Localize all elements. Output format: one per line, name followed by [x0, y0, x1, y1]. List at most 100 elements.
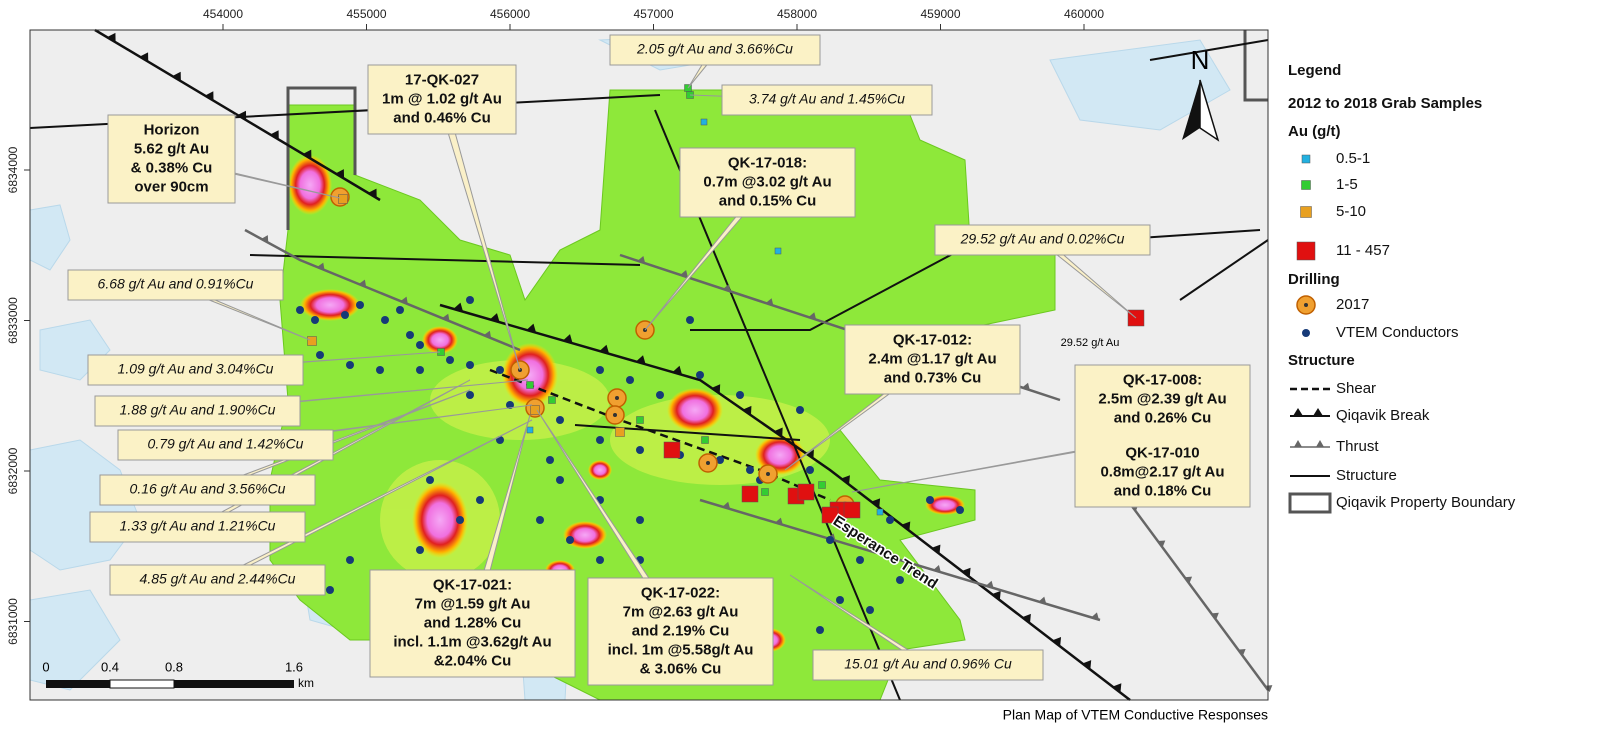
legend-label: 0.5-1 — [1336, 150, 1370, 167]
fault-tooth — [172, 71, 181, 82]
vtem-conductor — [866, 606, 874, 614]
vtem-conductor — [536, 516, 544, 524]
structure-line — [249, 254, 641, 266]
vtem-conductor — [466, 296, 474, 304]
vtem-conductor — [476, 496, 484, 504]
callout-text: 7m @1.59 g/t Au — [415, 595, 531, 612]
grab-sample — [700, 118, 708, 126]
legend-symbol — [1294, 440, 1324, 447]
callout-box — [369, 569, 576, 678]
legend-symbol — [1300, 206, 1312, 218]
vtem-conductor — [341, 311, 349, 319]
callout-text: 6.68 g/t Au and 0.91%Cu — [98, 276, 254, 292]
legend-symbol — [1296, 241, 1316, 261]
fault-tooth — [901, 521, 911, 531]
callout-text: 15.01 g/t Au and 0.96% Cu — [844, 656, 1012, 672]
grab-sample — [818, 481, 826, 489]
vtem-conductor — [806, 466, 814, 474]
fault-tooth — [723, 284, 731, 292]
fault-tooth — [1022, 382, 1030, 391]
fault-tooth — [489, 313, 500, 323]
grab-sample — [741, 485, 759, 503]
fault-tooth — [933, 564, 941, 573]
fault-tooth — [1211, 612, 1219, 620]
legend-label: Structure — [1336, 467, 1397, 484]
callout-box — [107, 114, 236, 204]
callout-text: QK-17-010 — [1125, 444, 1199, 461]
drillhole-center — [706, 461, 710, 465]
conductive-response — [925, 495, 965, 515]
caption: Plan Map of VTEM Conductive Responses — [1003, 707, 1268, 723]
vtem-conductor — [816, 626, 824, 634]
scale-label: 0.8 — [165, 659, 183, 674]
grab-sample — [526, 426, 534, 434]
fault-tooth — [1238, 648, 1246, 656]
grab-sample — [615, 427, 625, 437]
fault-tooth — [358, 279, 367, 288]
fault-tooth — [526, 323, 537, 333]
vtem-conductor — [456, 516, 464, 524]
callout-text: 0.16 g/t Au and 3.56%Cu — [130, 481, 286, 497]
grab-sample — [821, 506, 839, 524]
grab-sample — [761, 488, 769, 496]
x-axis-label: 456000 — [490, 7, 530, 21]
grab-sample — [701, 436, 709, 444]
vtem-conductor — [316, 351, 324, 359]
callout-text: 29.52 g/t Au and 0.02%Cu — [960, 231, 1125, 247]
legend-heading: Drilling — [1288, 271, 1340, 288]
vtem-conductor — [656, 391, 664, 399]
scale-seg — [46, 680, 110, 688]
conductive-response — [288, 155, 332, 215]
callout-box — [812, 649, 1044, 681]
vtem-conductor — [926, 496, 934, 504]
callout-box — [109, 564, 326, 596]
fault-tooth — [368, 188, 377, 199]
conductive-response — [412, 482, 468, 558]
vtem-conductor — [356, 301, 364, 309]
callout-box — [94, 395, 301, 427]
callout-text: & 0.38% Cu — [131, 159, 213, 176]
legend-label: Qiqavik Property Boundary — [1336, 494, 1516, 511]
callout-text: & 3.06% Cu — [640, 660, 722, 677]
y-axis-label: 6832000 — [6, 447, 20, 494]
callout-text: over 90cm — [134, 178, 208, 195]
callout-box — [67, 269, 284, 301]
vtem-conductor — [566, 536, 574, 544]
structure-line — [1149, 39, 1269, 61]
fault-tooth — [1052, 637, 1062, 647]
x-axis-label: 455000 — [346, 7, 386, 21]
callout-text: and 0.46% Cu — [393, 109, 491, 126]
callouts: Horizon 5.62 g/t Au & 0.38% Cu over 90cm 17-… — [67, 34, 1251, 686]
x-axis-label: 457000 — [633, 7, 673, 21]
callout-box — [609, 34, 821, 66]
map-body: Horizon 5.62 g/t Au & 0.38% Cu over 90cm 17-… — [29, 28, 1273, 701]
legend: Legend 2012 to 2018 Grab Samples Au (g/t) 0… — [1288, 62, 1516, 514]
callout-text: 17-QK-027 — [405, 71, 479, 88]
fault-tooth — [1264, 685, 1273, 693]
map-frame — [29, 29, 1269, 701]
fault-tooth — [1184, 576, 1193, 584]
legend-symbol — [1301, 154, 1311, 164]
fault-tooth — [107, 32, 116, 43]
callout-box — [934, 224, 1151, 256]
vtem-conductor — [376, 366, 384, 374]
y-axis-label: 6831000 — [6, 598, 20, 645]
vtem-conductor — [596, 436, 604, 444]
callout-box — [844, 324, 1021, 395]
drillhole-center — [615, 396, 619, 400]
fault-tooth — [880, 549, 889, 557]
vtem-conductor — [381, 316, 389, 324]
structure-line — [1179, 239, 1269, 301]
fault-tooth — [636, 355, 646, 365]
x-axis-label: 460000 — [1064, 7, 1104, 21]
vtem-conductor — [426, 476, 434, 484]
north-label: N — [1191, 45, 1210, 75]
legend-label: Shear — [1336, 380, 1376, 397]
callout-text: &2.04% Cu — [434, 652, 512, 669]
vtem-conductor — [746, 466, 754, 474]
fault-tooth — [1038, 596, 1047, 604]
scale-unit: km — [298, 676, 314, 690]
vtem-conductor — [326, 586, 334, 594]
fault-tooth — [672, 365, 683, 375]
fault-tooth — [599, 344, 610, 354]
